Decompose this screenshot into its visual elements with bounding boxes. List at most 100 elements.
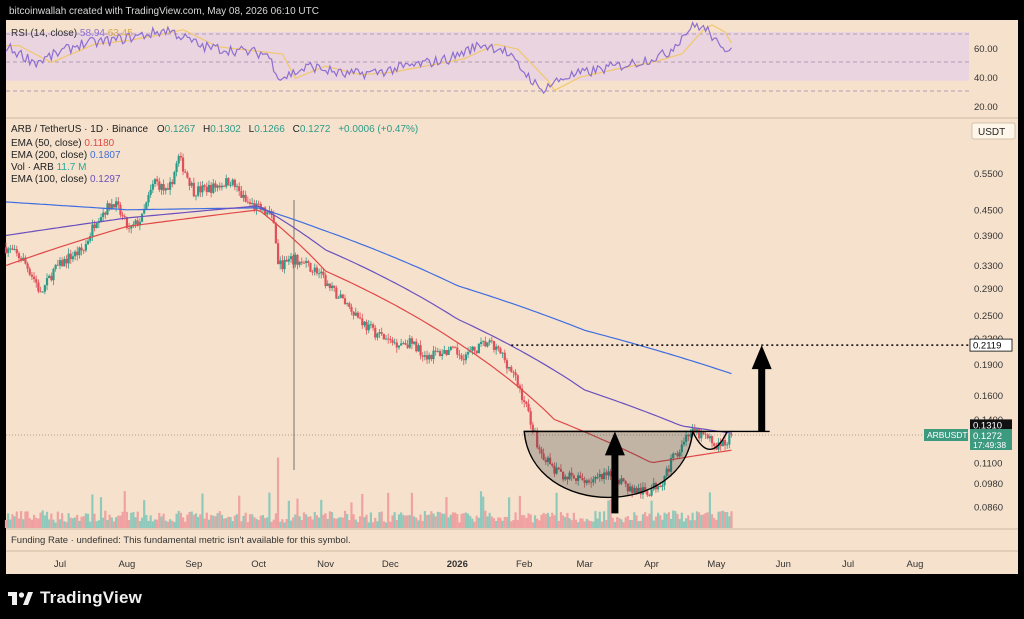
candle-body [505,360,509,369]
candle-body [393,342,396,344]
price-pane[interactable]: ARB / TetherUS · 1D · Binance O0.1267 H0… [4,122,1016,528]
legend-ema50[interactable]: EMA (50, close) 0.1180 [11,138,115,149]
candle-body [719,442,722,447]
volume-bar [45,511,49,528]
candle-body [82,250,85,252]
candle-body [164,188,167,191]
volume-bar [149,515,152,528]
volume-bar [292,517,295,528]
candle-body [35,279,38,283]
candle-body [235,186,239,188]
month-tick-label: Apr [644,559,659,570]
candle-body [50,275,53,281]
candle-body [387,338,390,340]
candle-body [194,195,198,197]
volume-bar [259,515,262,528]
candle-body [527,403,530,412]
volume-bar [305,514,308,528]
candle-body [376,333,379,338]
volume-bar [374,517,377,528]
volume-bar [309,516,312,528]
candle-body [361,318,364,326]
currency-box[interactable] [971,122,1016,140]
candle-body [346,303,349,305]
candle-body [132,224,135,226]
legend-volume[interactable]: Vol · ARB 11.7 M [11,162,86,173]
volume-bar [656,512,660,528]
candle-body [244,194,247,202]
candle-body [646,490,649,496]
volume-bar [445,497,448,528]
volume-bar [510,521,513,528]
volume-bar [253,517,256,528]
candle-body [566,476,569,480]
candle-body [343,298,347,304]
volume-bar [704,512,707,528]
volume-bar [447,517,450,528]
rsi-pane[interactable]: RSI (14, close) 58.94 63.45 60.00 40.00 … [5,20,998,113]
candle-body [279,260,282,265]
volume-bar [365,514,368,528]
candle-body [222,185,226,187]
candle-body [246,201,249,203]
candle-body [458,354,461,356]
volume-bar [125,511,129,528]
volume-bar [158,512,161,528]
candle-body [384,338,388,340]
volume-bar [408,515,411,528]
volume-bar [639,520,642,528]
volume-bar [143,500,146,528]
volume-bar [613,521,616,528]
candle-body [78,247,81,256]
volume-bar [585,518,588,528]
volume-bar [99,497,103,528]
volume-bar [520,515,524,528]
candle-body [162,184,165,191]
volume-bar [140,517,144,528]
legend-ema200[interactable]: EMA (200, close) 0.1807 [11,150,121,161]
candle-body [568,472,571,480]
volume-bar [501,520,504,528]
candle-body [212,183,215,193]
tradingview-logo[interactable]: TradingView [8,586,142,610]
candle-body [272,214,275,224]
candle-body [557,467,560,469]
volume-bar [488,512,491,528]
candle-body [91,224,94,237]
volume-bar [618,517,621,528]
volume-bar [415,517,418,528]
candle-body [251,203,254,205]
volume-bar [561,515,565,528]
symbol-tag-label: ARBUSDT [927,430,968,440]
volume-bar [67,513,70,528]
candle-body [287,259,290,262]
candle-body [45,278,49,286]
volume-bar [233,515,236,528]
volume-bar [479,491,483,528]
candle-body [525,402,528,404]
volume-bar [145,514,148,528]
volume-bar [270,521,273,528]
legend-ema100[interactable]: EMA (100, close) 0.1297 [11,174,121,185]
ema-100-line [5,205,732,434]
candle-body [17,253,21,259]
volume-bar [121,511,124,528]
volume-bar [531,522,534,528]
volume-bar [117,515,120,528]
volume-bar [210,514,213,528]
candle-body [108,203,111,210]
volume-bar [333,518,336,528]
candle-body [587,480,591,483]
volume-bar [434,516,437,528]
candle-body [151,183,154,190]
candle-body [136,220,139,226]
volume-bar [449,514,452,528]
candle-body [574,478,578,481]
volume-bar [298,516,301,528]
candle-body [20,258,23,261]
volume-bar [61,513,64,528]
volume-bar [324,513,327,528]
volume-bar [192,514,195,528]
volume-bar [43,515,46,528]
candle-body [391,339,394,343]
